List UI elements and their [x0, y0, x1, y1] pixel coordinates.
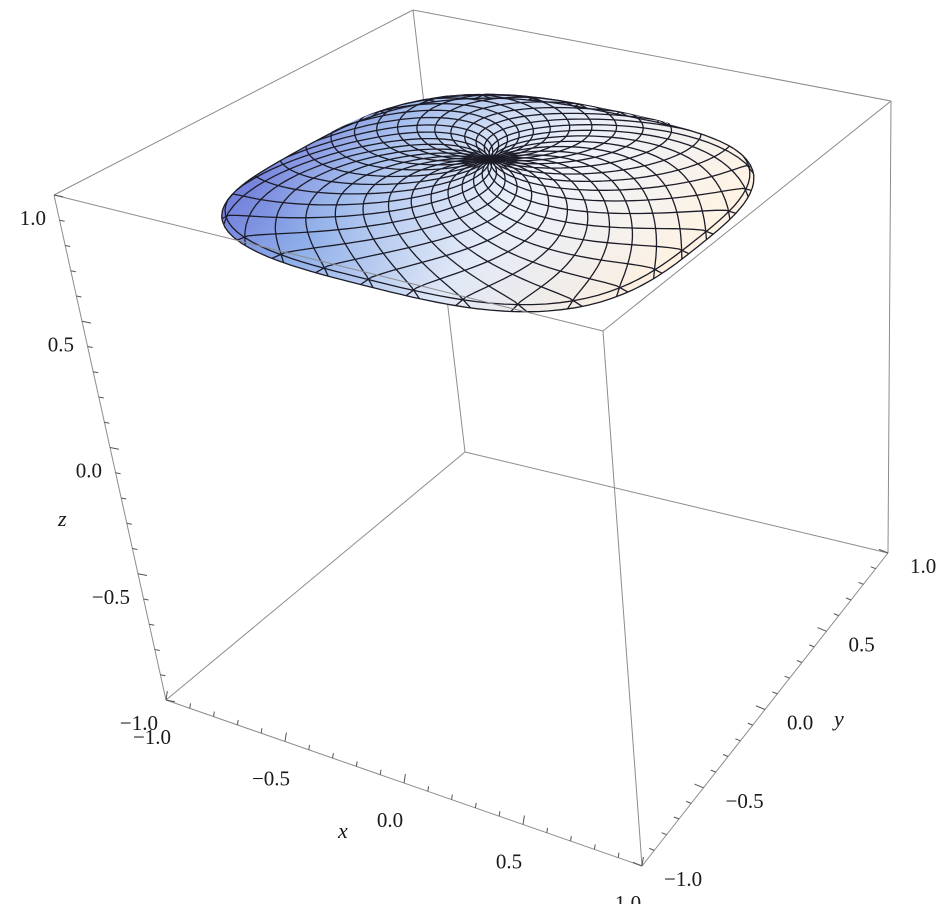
y-axis-tick: [756, 706, 765, 710]
x-axis-label: x: [337, 818, 348, 843]
box-edge-front: [413, 10, 891, 101]
z-axis-label: z: [57, 506, 67, 531]
box-edge-front: [603, 331, 642, 866]
y-axis-tick: [735, 739, 740, 741]
z-axis-tick: [132, 549, 137, 550]
z-tick-label: 0.0: [76, 459, 102, 483]
y-axis-tick: [834, 614, 839, 616]
z-axis-tick: [116, 473, 121, 474]
surface: [222, 94, 754, 312]
y-axis-label: y: [832, 706, 844, 731]
x-axis-tick: [404, 774, 405, 783]
y-axis-tick: [809, 645, 814, 647]
x-axis-tick: [356, 761, 357, 766]
z-axis-tick: [82, 321, 91, 323]
x-axis-tick: [237, 720, 238, 725]
x-axis-tick: [594, 844, 595, 849]
y-tick-label: −1.0: [664, 867, 702, 891]
z-tick-label: −0.5: [92, 585, 130, 609]
y-axis-tick: [858, 582, 863, 584]
y-axis-tick: [649, 848, 654, 850]
y-tick-label: 0.5: [849, 632, 875, 656]
z-axis-tick: [121, 498, 126, 499]
x-axis-tick: [499, 811, 500, 816]
y-tick-label: 0.0: [787, 711, 813, 735]
x-axis-tick-labels: −1.0 −0.5 0.0 0.5 1.0: [133, 725, 641, 904]
x-axis-tick: [214, 712, 215, 717]
y-axis-tick: [846, 598, 851, 600]
y-axis-tick: [785, 676, 790, 678]
y-axis-tick: [723, 755, 728, 757]
box-edge-back: [166, 452, 465, 700]
z-axis-tick: [160, 675, 165, 676]
z-tick-label: 0.5: [48, 332, 74, 356]
x-tick-label: 1.0: [615, 891, 641, 904]
x-axis-tick: [475, 803, 476, 808]
x-axis-tick: [190, 703, 191, 708]
x-tick-label: 0.5: [496, 850, 522, 874]
x-axis-tick: [309, 745, 310, 750]
z-axis-tick-labels: −1.0 −0.5 0.0 0.5 1.0: [20, 206, 158, 735]
x-axis-tick: [261, 728, 262, 733]
x-axis-tick: [380, 770, 381, 775]
z-axis-tick: [60, 220, 65, 221]
x-axis-tick: [428, 786, 429, 791]
z-axis-tick: [138, 574, 147, 576]
x-axis-tick: [547, 828, 548, 833]
y-axis-tick: [748, 723, 753, 725]
z-axis-tick: [127, 523, 132, 524]
box-edge-front: [888, 101, 891, 553]
y-axis-tick: [674, 817, 679, 819]
z-axis-tick: [65, 246, 70, 247]
y-tick-label: 1.0: [910, 554, 936, 578]
y-axis-tick: [818, 628, 827, 632]
y-axis-tick: [686, 801, 691, 803]
z-axis-tick: [110, 448, 119, 450]
z-axis-tick: [76, 296, 81, 297]
y-axis-tick: [871, 567, 876, 569]
z-tick-label: 1.0: [20, 206, 46, 230]
y-axis-tick: [797, 661, 802, 663]
x-axis-tick: [618, 853, 619, 858]
z-axis-tick: [149, 624, 154, 625]
y-axis-tick: [772, 692, 777, 694]
box-edge-back: [465, 452, 888, 553]
x-axis-tick: [571, 836, 572, 841]
z-axis-tick: [88, 347, 93, 348]
y-tick-label: −0.5: [726, 789, 764, 813]
y-axis-tick: [711, 770, 716, 772]
z-axis-tick: [144, 599, 149, 600]
x-axis-tick: [523, 816, 524, 825]
z-axis-tick: [155, 650, 160, 651]
z-tick-label: −1.0: [120, 711, 158, 735]
y-axis-tick: [662, 833, 667, 835]
x-tick-label: −0.5: [252, 767, 290, 791]
z-axis-tick: [93, 372, 98, 373]
z-axis-tick: [99, 397, 104, 398]
z-axis-tick: [71, 271, 76, 272]
y-axis-tick: [633, 862, 642, 866]
x-axis-tick: [452, 795, 453, 800]
z-axis-tick: [104, 422, 109, 423]
y-axis-tick-labels: −1.0 −0.5 0.0 0.5 1.0: [664, 554, 936, 891]
x-axis-tick: [285, 733, 286, 742]
x-axis-tick: [333, 753, 334, 758]
x-tick-label: 0.0: [377, 808, 403, 832]
y-axis-tick: [695, 784, 704, 788]
